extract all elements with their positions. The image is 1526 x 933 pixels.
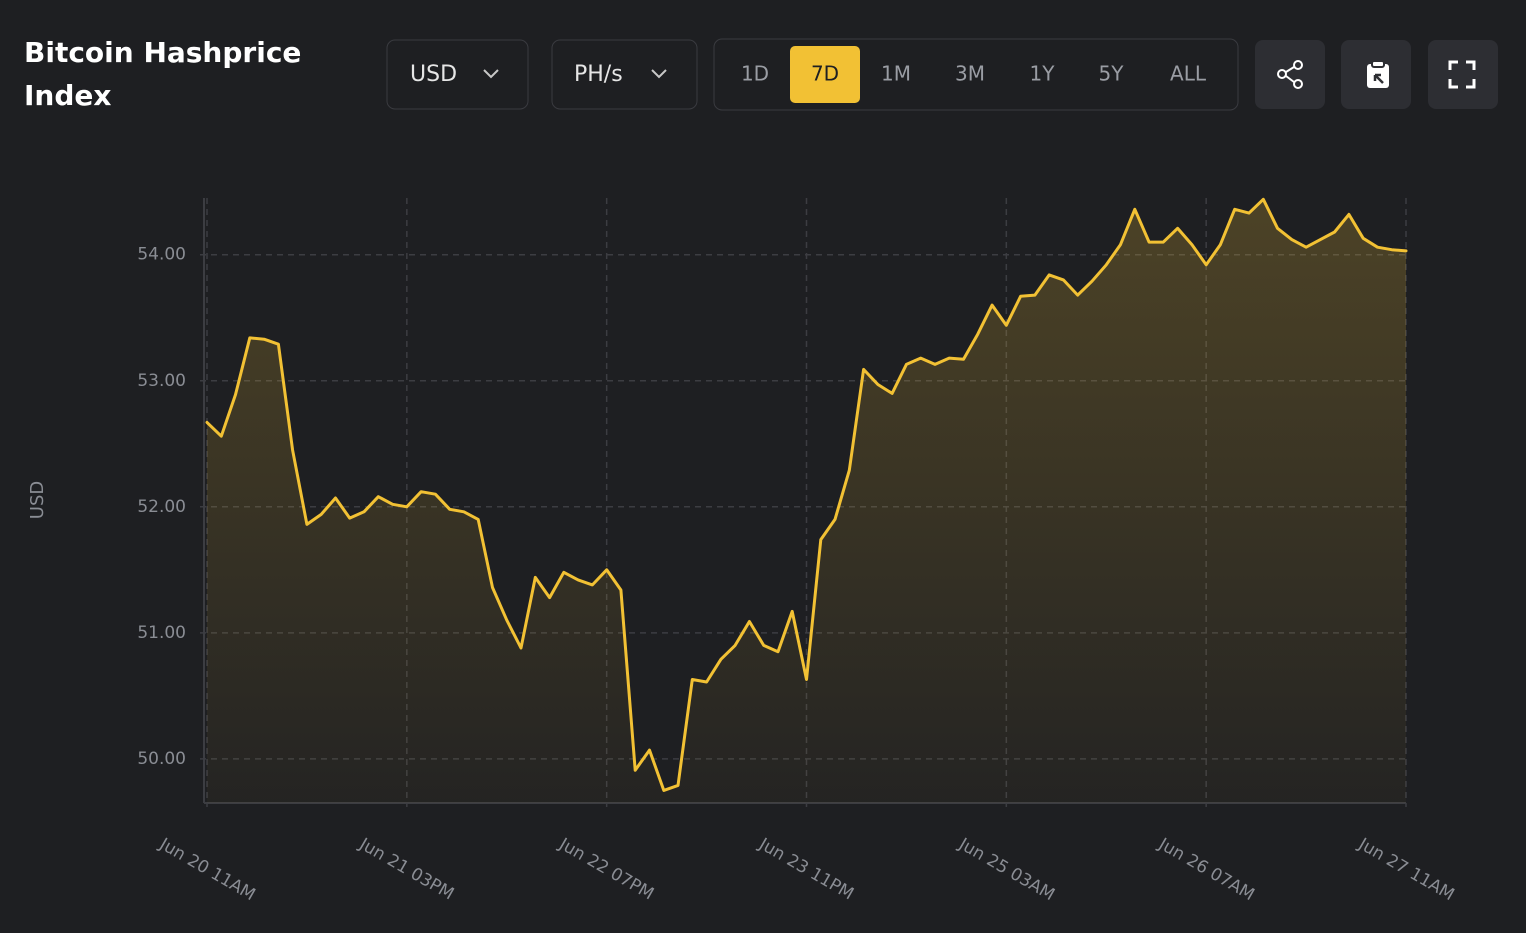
fullscreen-icon <box>1448 60 1476 89</box>
range-button[interactable]: ALL <box>1170 62 1207 86</box>
dropdown-text[interactable]: PH/s <box>574 62 623 87</box>
range-buttons: 1D 7D 1M 3M 1Y 5Y ALL <box>741 46 1207 103</box>
dropdown-box[interactable] <box>551 39 698 110</box>
y-tick-label: 50.00 <box>137 749 186 769</box>
range-button[interactable]: 1D <box>741 62 769 86</box>
range-button[interactable]: 5Y <box>1099 62 1125 86</box>
range-button[interactable]: 1Y <box>1030 62 1056 86</box>
chevron <box>651 69 667 79</box>
range-active[interactable] <box>790 46 860 103</box>
dropdown-box[interactable] <box>386 39 529 110</box>
export-button[interactable] <box>1341 40 1411 109</box>
unit-dropdown[interactable]: PH/s <box>551 39 698 110</box>
dropdown-text[interactable]: USD <box>410 62 457 87</box>
area-fill <box>207 199 1406 804</box>
button[interactable] <box>1428 40 1498 109</box>
fullscreen-button[interactable] <box>1428 40 1498 109</box>
y-tick-label: 54.00 <box>137 245 186 265</box>
button[interactable] <box>1255 40 1325 109</box>
line <box>205 197 1408 792</box>
range-button[interactable]: 3M <box>955 62 985 86</box>
clipboard-clip <box>1371 60 1385 68</box>
y-tick-label: 52.00 <box>137 497 186 517</box>
y-tick-label: 51.00 <box>137 623 186 643</box>
y-axis-label: USD <box>27 481 48 519</box>
currency-dropdown[interactable]: USD <box>386 39 529 110</box>
title-line: Index <box>24 79 111 112</box>
share-button[interactable] <box>1255 40 1325 109</box>
title-line: Bitcoin Hashprice <box>24 36 301 69</box>
chevron <box>483 69 499 79</box>
arrow-icon <box>1373 73 1384 84</box>
y-tick-label: 53.00 <box>137 371 186 391</box>
range-button[interactable]: 7D <box>811 62 839 86</box>
share-icon <box>1277 60 1303 89</box>
range-button[interactable]: 1M <box>881 62 911 86</box>
